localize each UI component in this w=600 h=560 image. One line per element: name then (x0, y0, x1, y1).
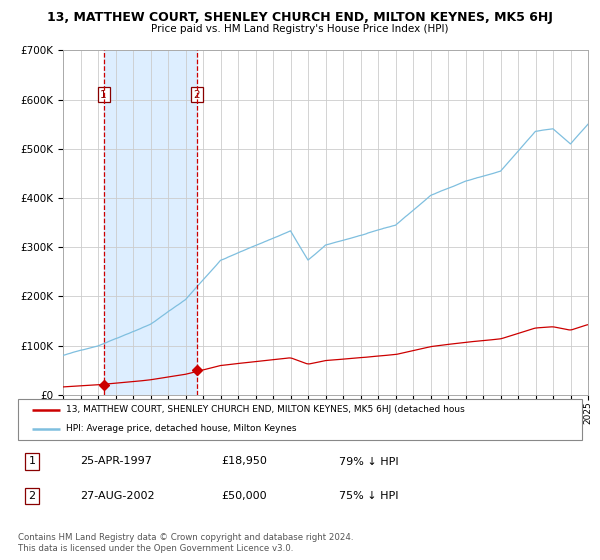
Text: 13, MATTHEW COURT, SHENLEY CHURCH END, MILTON KEYNES, MK5 6HJ (detached hous: 13, MATTHEW COURT, SHENLEY CHURCH END, M… (66, 405, 464, 414)
Text: 13, MATTHEW COURT, SHENLEY CHURCH END, MILTON KEYNES, MK5 6HJ: 13, MATTHEW COURT, SHENLEY CHURCH END, M… (47, 11, 553, 24)
FancyBboxPatch shape (18, 399, 582, 440)
Text: HPI: Average price, detached house, Milton Keynes: HPI: Average price, detached house, Milt… (66, 424, 296, 433)
Text: 79% ↓ HPI: 79% ↓ HPI (340, 456, 399, 466)
Text: 1: 1 (100, 90, 107, 100)
Text: £50,000: £50,000 (221, 491, 266, 501)
Bar (104, 50, 197, 395)
Text: 75% ↓ HPI: 75% ↓ HPI (340, 491, 399, 501)
Text: 27-AUG-2002: 27-AUG-2002 (80, 491, 155, 501)
Text: 1: 1 (29, 456, 35, 466)
Text: Contains HM Land Registry data © Crown copyright and database right 2024.: Contains HM Land Registry data © Crown c… (18, 533, 353, 542)
Text: 25-APR-1997: 25-APR-1997 (80, 456, 152, 466)
Text: Price paid vs. HM Land Registry's House Price Index (HPI): Price paid vs. HM Land Registry's House … (151, 24, 449, 34)
Text: £18,950: £18,950 (221, 456, 267, 466)
Text: This data is licensed under the Open Government Licence v3.0.: This data is licensed under the Open Gov… (18, 544, 293, 553)
Text: 2: 2 (194, 90, 200, 100)
Text: 2: 2 (29, 491, 35, 501)
